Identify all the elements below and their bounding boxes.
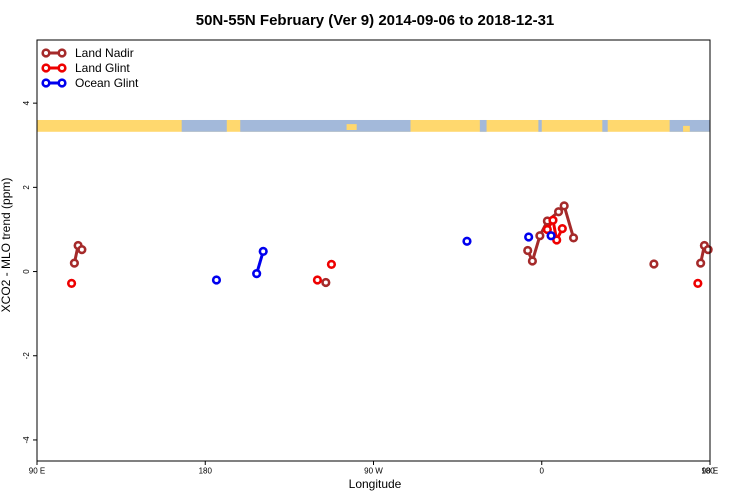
legend-marker [57, 48, 67, 58]
y-tick-label: 2 [22, 185, 31, 190]
map-strip-land [683, 125, 690, 132]
legend-label: Land Glint [75, 61, 130, 75]
map-strip-ocean [538, 119, 542, 132]
data-point-land-glint [312, 275, 323, 285]
map-strip-ocean [479, 119, 487, 132]
legend-item-land-glint: Land Glint [41, 61, 130, 75]
x-tick-label: 90 E [702, 467, 718, 476]
data-point-land-glint [326, 259, 337, 269]
data-point-land-nadir [527, 256, 538, 266]
map-strip-land [346, 124, 357, 131]
y-tick-label: -4 [22, 436, 31, 444]
data-point-ocean-glint [252, 269, 262, 279]
data-point-land-nadir [553, 207, 564, 217]
series-land-glint [66, 215, 703, 288]
map-strip-land [656, 121, 662, 130]
map-strip-land [158, 122, 165, 130]
legend-marker [57, 78, 67, 88]
chart-title: 50N-55N February (Ver 9) 2014-09-06 to 2… [196, 12, 555, 29]
legend-item-land-nadir: Land Nadir [41, 46, 134, 60]
map-strip-ocean [602, 119, 608, 132]
plot-frame [36, 39, 711, 462]
x-tick-label: 90 E [29, 467, 45, 476]
data-point-land-nadir [696, 258, 706, 268]
map-strip-land [63, 123, 72, 130]
data-point-ocean-glint [524, 232, 534, 242]
data-point-land-nadir [649, 259, 659, 269]
legend-item-ocean-glint: Ocean Glint [41, 76, 139, 90]
data-point-land-nadir [535, 231, 545, 241]
data-point-land-glint [542, 224, 552, 235]
series-ocean-glint [211, 231, 556, 285]
data-point-ocean-glint [546, 231, 556, 241]
data-point-land-nadir [523, 245, 533, 256]
map-strip-ocean [240, 119, 411, 132]
y-tick-label: 0 [22, 269, 31, 274]
data-point-ocean-glint [462, 236, 472, 246]
data-point-land-glint [552, 235, 562, 245]
data-point-land-glint [557, 224, 567, 234]
data-point-land-nadir [77, 245, 87, 255]
y-tick-label: 4 [22, 100, 31, 105]
x-tick-label: 0 [540, 467, 545, 476]
series-line-land-glint [546, 218, 564, 242]
data-point-land-nadir [568, 233, 579, 243]
legend-label: Ocean Glint [75, 76, 139, 90]
legend-marker [41, 63, 51, 73]
data-point-land-nadir [321, 277, 331, 288]
legend-marker [41, 48, 51, 58]
legend-marker [57, 63, 67, 73]
y-tick-label: -2 [22, 352, 31, 360]
x-tick-label: 90 W [364, 467, 383, 476]
data-point-land-glint [693, 278, 703, 288]
world-map-strip [37, 119, 710, 132]
legend-label: Land Nadir [75, 46, 134, 60]
map-strip-ocean [181, 119, 227, 132]
data-point-ocean-glint [258, 246, 268, 256]
x-tick-label: 180 [701, 467, 715, 476]
data-point-land-glint [66, 278, 77, 288]
legend-marker [41, 78, 51, 88]
data-point-land-nadir [69, 258, 79, 268]
data-point-land-nadir [559, 201, 569, 211]
data-point-ocean-glint [211, 275, 222, 285]
data-point-land-glint [548, 215, 558, 225]
x-axis-label: Longitude [349, 477, 402, 491]
y-axis-label: XCO2 - MLO trend (ppm) [0, 178, 13, 313]
x-tick-label: 180 [199, 467, 213, 476]
